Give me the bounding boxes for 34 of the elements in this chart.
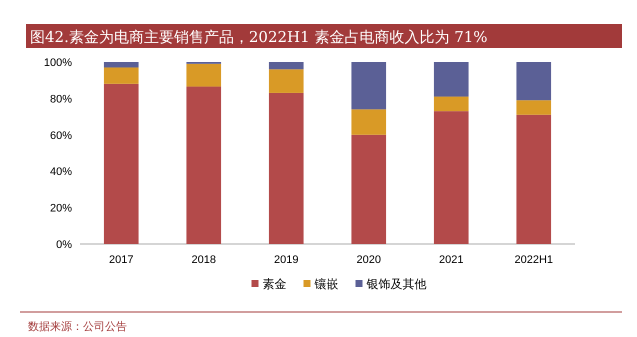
x-tick-label: 2019 (274, 254, 298, 266)
bar (351, 134, 386, 244)
bar (268, 92, 304, 244)
x-tick-label: 2021 (439, 254, 464, 266)
bar (104, 84, 139, 244)
bar (104, 62, 139, 68)
x-tick-label: 2018 (192, 254, 216, 266)
y-tick-label: 60% (50, 130, 72, 142)
x-tick-label: 2020 (356, 254, 381, 266)
bar (268, 69, 304, 93)
bar (434, 62, 469, 97)
source-note: 数据来源：公司公告 (28, 320, 127, 333)
legend-label: 素金 (262, 277, 286, 291)
x-tick-label: 2017 (109, 254, 134, 266)
bar (268, 62, 304, 70)
y-tick-label: 80% (50, 93, 72, 106)
bar (186, 64, 222, 87)
y-tick-label: 0% (56, 239, 72, 251)
bar (434, 111, 469, 244)
legend-label: 银饰及其他 (366, 277, 426, 291)
bar (351, 109, 386, 135)
bar (351, 62, 386, 110)
bar (434, 96, 469, 112)
x-tick-label: 2022H1 (514, 254, 554, 266)
bar (516, 100, 552, 115)
bar (516, 62, 552, 100)
y-tick-label: 20% (50, 202, 72, 215)
y-tick-label: 40% (50, 166, 72, 178)
bar (516, 114, 552, 244)
legend-label: 镶嵌 (314, 277, 338, 291)
chart-title: 图42.素金为电商主要销售产品，2022H1 素金占电商收入比为 71% (30, 28, 488, 46)
bar (186, 86, 222, 244)
bar (104, 67, 139, 84)
y-tick-label: 100% (44, 57, 72, 69)
